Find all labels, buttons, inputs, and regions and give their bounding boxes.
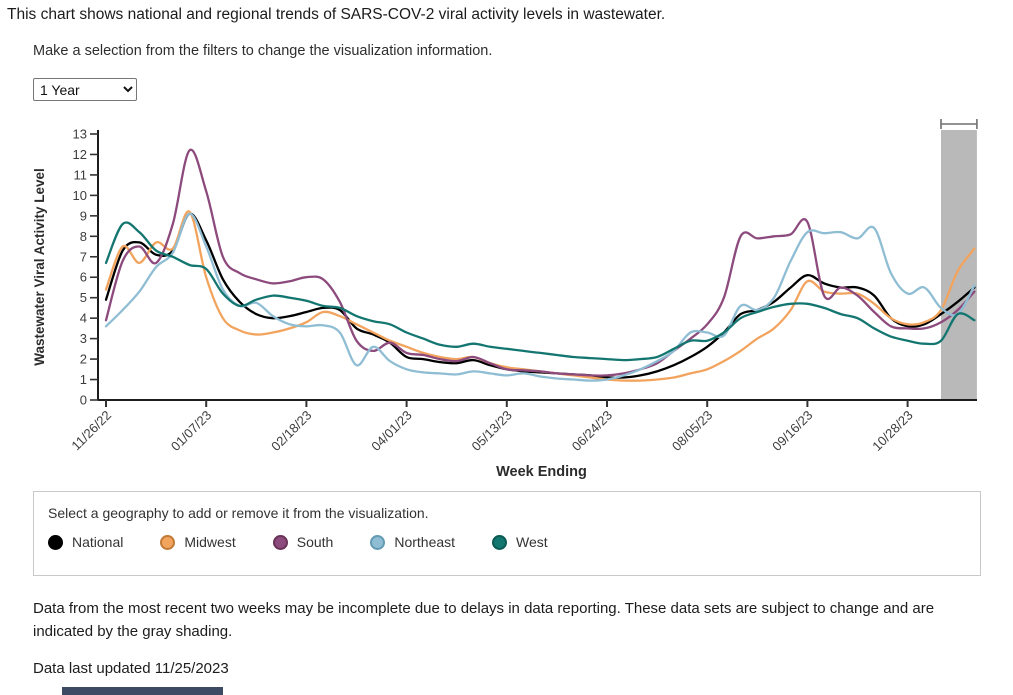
legend-item-national[interactable]: National: [48, 534, 123, 550]
svg-text:01/07/23: 01/07/23: [168, 408, 214, 454]
svg-text:9: 9: [80, 208, 87, 223]
svg-text:6: 6: [80, 270, 87, 285]
svg-text:0: 0: [80, 393, 87, 408]
svg-text:5: 5: [80, 290, 87, 305]
svg-text:10/28/23: 10/28/23: [869, 408, 915, 454]
svg-text:05/13/23: 05/13/23: [469, 408, 515, 454]
svg-text:8: 8: [80, 229, 87, 244]
svg-text:12: 12: [73, 147, 87, 162]
south-swatch-icon: [272, 534, 288, 550]
legend-prompt: Select a geography to add or remove it f…: [48, 505, 429, 521]
svg-text:06/24/23: 06/24/23: [569, 408, 615, 454]
national-swatch-icon: [48, 534, 63, 550]
incomplete-data-shading: [941, 130, 977, 400]
time-range-select[interactable]: 1 Year: [33, 78, 137, 101]
series-line-south: [104, 148, 976, 377]
svg-text:3: 3: [80, 331, 87, 346]
svg-text:11/26/22: 11/26/22: [68, 408, 114, 454]
legend-item-northeast[interactable]: Northeast: [370, 534, 455, 550]
x-axis-ticks: 11/26/22 01/07/23 02/18/23 04/01/23 05/13/23…: [68, 400, 916, 454]
svg-text:13: 13: [73, 127, 87, 142]
svg-text:2: 2: [80, 352, 87, 367]
svg-text:10: 10: [73, 188, 87, 203]
data-disclaimer: Data from the most recent two weeks may …: [33, 600, 935, 641]
incomplete-data-bracket-icon: [940, 119, 978, 129]
svg-text:4: 4: [80, 311, 87, 326]
legend-items: National Midwest South Northeast West: [48, 534, 585, 550]
bottom-partial-button[interactable]: [62, 687, 223, 695]
page-title: This chart shows national and regional t…: [7, 6, 666, 23]
series-line-midwest: [104, 210, 976, 382]
legend-item-midwest[interactable]: Midwest: [160, 534, 236, 550]
legend-label: Northeast: [394, 534, 456, 550]
series-line-west: [104, 221, 976, 362]
y-axis-title: Wastewater Viral Activity Level: [32, 168, 47, 366]
last-updated: Data last updated 11/25/2023: [33, 660, 229, 677]
svg-text:04/01/23: 04/01/23: [368, 408, 414, 454]
northeast-swatch-icon: [370, 534, 386, 550]
legend-item-west[interactable]: West: [492, 534, 548, 550]
axes: [97, 130, 977, 401]
svg-text:11: 11: [74, 167, 88, 182]
midwest-swatch-icon: [160, 534, 176, 550]
legend-label: National: [72, 534, 124, 550]
svg-text:1: 1: [80, 372, 87, 387]
legend-item-south[interactable]: South: [272, 534, 334, 550]
svg-text:09/16/23: 09/16/23: [769, 408, 815, 454]
west-swatch-icon: [492, 534, 508, 550]
svg-text:08/05/23: 08/05/23: [669, 408, 715, 454]
svg-text:7: 7: [80, 249, 87, 264]
filter-instruction: Make a selection from the filters to cha…: [33, 43, 493, 59]
legend-label: South: [296, 534, 334, 550]
legend-box: Select a geography to add or remove it f…: [33, 491, 981, 576]
x-axis-title: Week Ending: [496, 464, 587, 480]
legend-label: Midwest: [184, 534, 236, 550]
svg-text:02/18/23: 02/18/23: [268, 408, 314, 454]
wastewater-line-chart: 0 1 2 3 4 5 6 7 8 9 10 11 12 13 11/26/22 01/07/23 02/18/…: [28, 112, 983, 486]
legend-label: West: [516, 534, 548, 550]
